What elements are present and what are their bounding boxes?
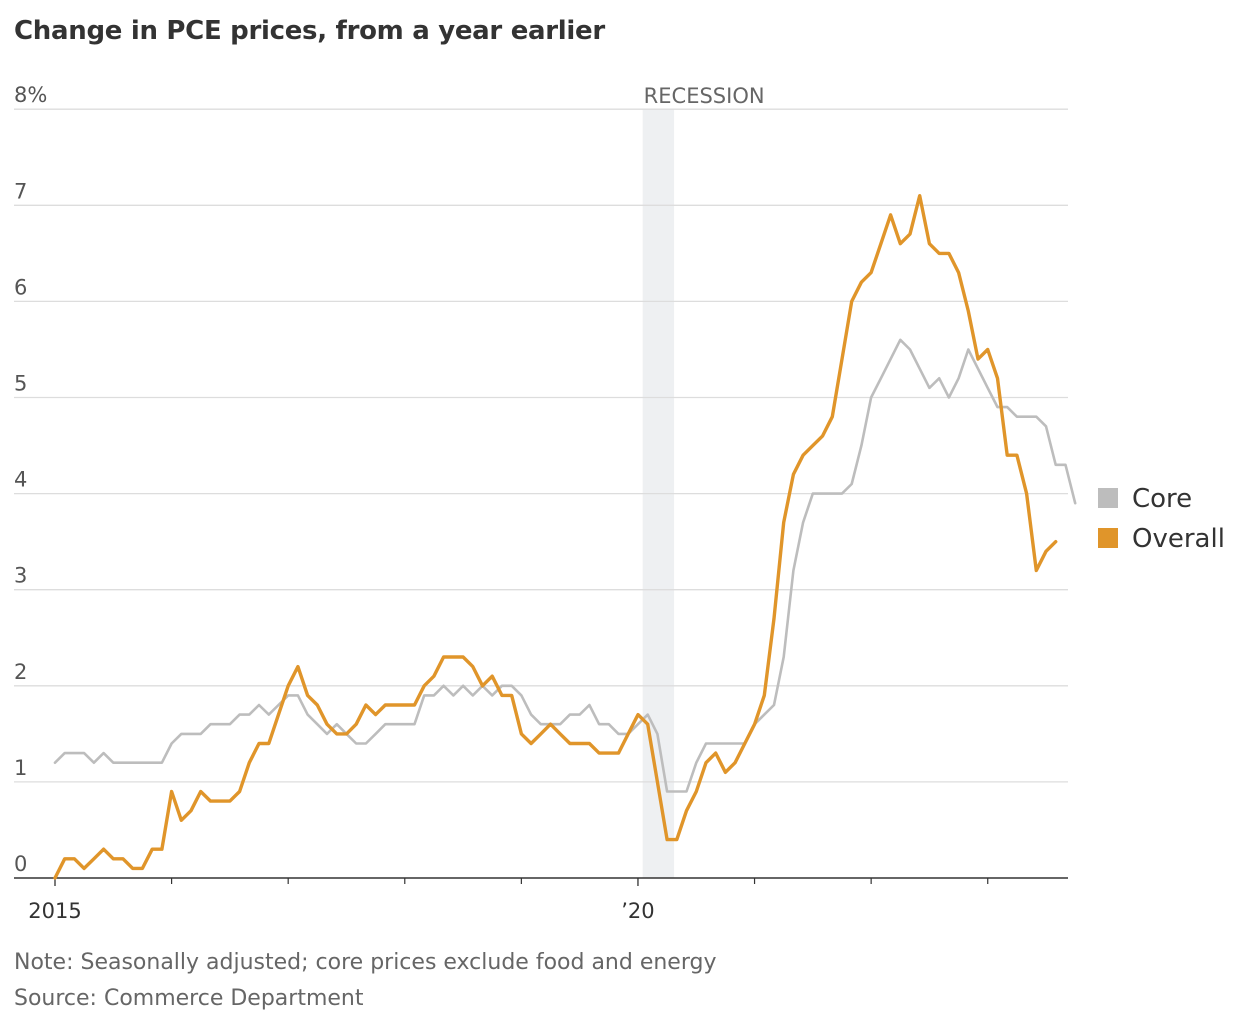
recession-label: RECESSION	[644, 84, 765, 108]
gridline-layer	[14, 108, 1068, 879]
y-tick-label: 0	[14, 852, 27, 876]
legend-label-core: Core	[1132, 484, 1192, 514]
legend: Core Overall	[1098, 484, 1225, 554]
legend-swatch-core	[1098, 488, 1118, 508]
y-tick-label: 7	[14, 179, 27, 203]
y-tick-label: 2	[14, 660, 27, 684]
chart-title: Change in PCE prices, from a year earlie…	[14, 16, 605, 46]
y-tick-label: 4	[14, 468, 27, 492]
x-tick-layer	[54, 878, 989, 886]
y-tick-label: 8%	[14, 83, 47, 107]
series-line-core	[53, 338, 1077, 793]
y-tick-label: 3	[14, 564, 27, 588]
pce-line-chart: RECESSION 0 1 2 3 4 5 6 7 8% 2015 ’20 Core Overall	[14, 83, 1225, 923]
y-tick-label: 6	[14, 275, 27, 299]
label-layer: RECESSION 0 1 2 3 4 5 6 7 8% 2015 ’20	[14, 83, 765, 923]
x-tick-label: ’20	[621, 899, 654, 923]
x-tick-label: 2015	[28, 899, 81, 923]
legend-swatch-overall	[1098, 528, 1118, 548]
legend-label-overall: Overall	[1132, 524, 1225, 554]
y-tick-label: 1	[14, 756, 27, 780]
series-layer	[53, 193, 1077, 880]
y-tick-label: 5	[14, 372, 27, 396]
chart-source: Source: Commerce Department	[14, 986, 364, 1011]
chart-note: Note: Seasonally adjusted; core prices e…	[14, 950, 717, 975]
series-line-overall	[53, 193, 1058, 880]
